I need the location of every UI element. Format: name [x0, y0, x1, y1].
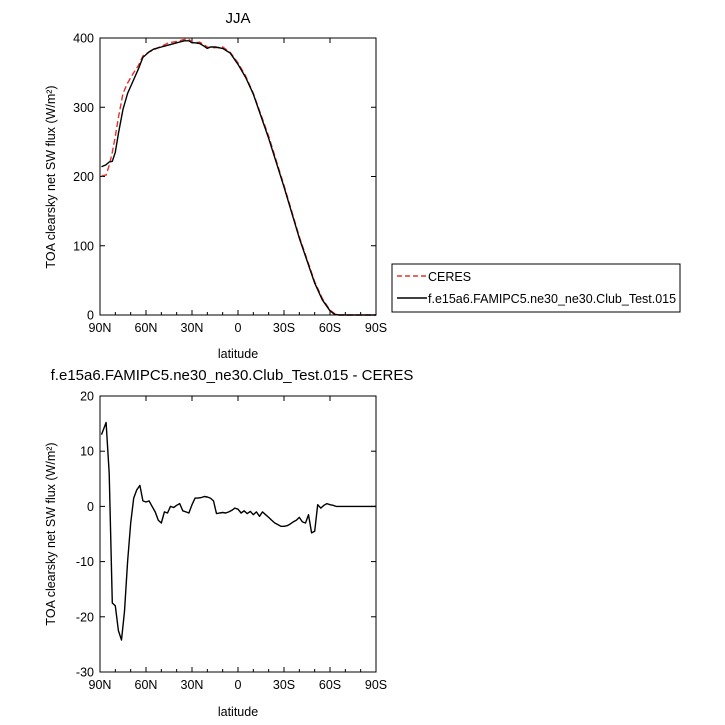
legend-label-model: f.e15a6.FAMIPC5.ne30_ne30.Club_Test.015: [428, 292, 676, 306]
top-line-layer: [101, 38, 376, 316]
y-tick-label: 200: [73, 170, 94, 184]
top-series-line-1: [101, 40, 376, 316]
bottom-x-axis-label: latitude: [218, 705, 258, 719]
x-tick-label: 60S: [319, 678, 341, 692]
bottom-y-axis-label: TOA clearsky net SW flux (W/m²): [44, 442, 58, 625]
x-tick-label: 60N: [135, 321, 158, 335]
x-tick-label: 60S: [319, 321, 341, 335]
top-series-line-0: [101, 38, 376, 316]
bottom-line-layer: [100, 421, 376, 641]
bottom-panel: f.e15a6.FAMIPC5.ne30_ne30.Club_Test.015 …: [44, 367, 413, 719]
legend: CERES f.e15a6.FAMIPC5.ne30_ne30.Club_Tes…: [391, 263, 681, 313]
y-tick-label: 0: [87, 309, 94, 323]
x-tick-label: 30N: [181, 678, 204, 692]
top-tick-layer: 90N 60N 30N 0 30S 60S 90S 0 100 200 300 400: [73, 32, 387, 336]
y-tick-label: 20: [80, 390, 94, 404]
x-tick-label: 90S: [365, 678, 387, 692]
y-tick-label: -30: [76, 666, 94, 680]
x-tick-label: 90N: [89, 678, 112, 692]
legend-label-ceres: CERES: [428, 270, 471, 284]
x-tick-label: 30S: [273, 321, 295, 335]
bottom-chart-title: f.e15a6.FAMIPC5.ne30_ne30.Club_Test.015 …: [51, 367, 414, 384]
bottom-series-line-0: [100, 421, 376, 641]
y-tick-label: 300: [73, 101, 94, 115]
y-tick-label: 400: [73, 32, 94, 46]
top-x-axis-label: latitude: [218, 347, 258, 361]
y-tick-label: -10: [76, 555, 94, 569]
top-y-axis-label: TOA clearsky net SW flux (W/m²): [44, 85, 58, 268]
x-tick-label: 90N: [89, 321, 112, 335]
y-tick-label: 0: [87, 500, 94, 514]
y-tick-label: 100: [73, 239, 94, 253]
x-tick-label: 60N: [135, 678, 158, 692]
x-tick-label: 0: [235, 321, 242, 335]
x-tick-label: 0: [235, 678, 242, 692]
bottom-tick-layer: 90N 60N 30N 0 30S 60S 90S -30 -20 -10 0 10 20: [76, 390, 387, 693]
y-tick-label: 10: [80, 445, 94, 459]
x-tick-label: 30S: [273, 678, 295, 692]
x-tick-label: 90S: [365, 321, 387, 335]
legend-box: [391, 263, 681, 313]
bottom-plot-frame: [99, 395, 377, 673]
top-panel: JJA TOA clearsky net SW flux (W/m²) lati…: [44, 10, 387, 361]
top-chart-title: JJA: [225, 10, 250, 27]
x-tick-label: 30N: [181, 321, 204, 335]
y-tick-label: -20: [76, 610, 94, 624]
top-plot-frame: [99, 37, 377, 316]
